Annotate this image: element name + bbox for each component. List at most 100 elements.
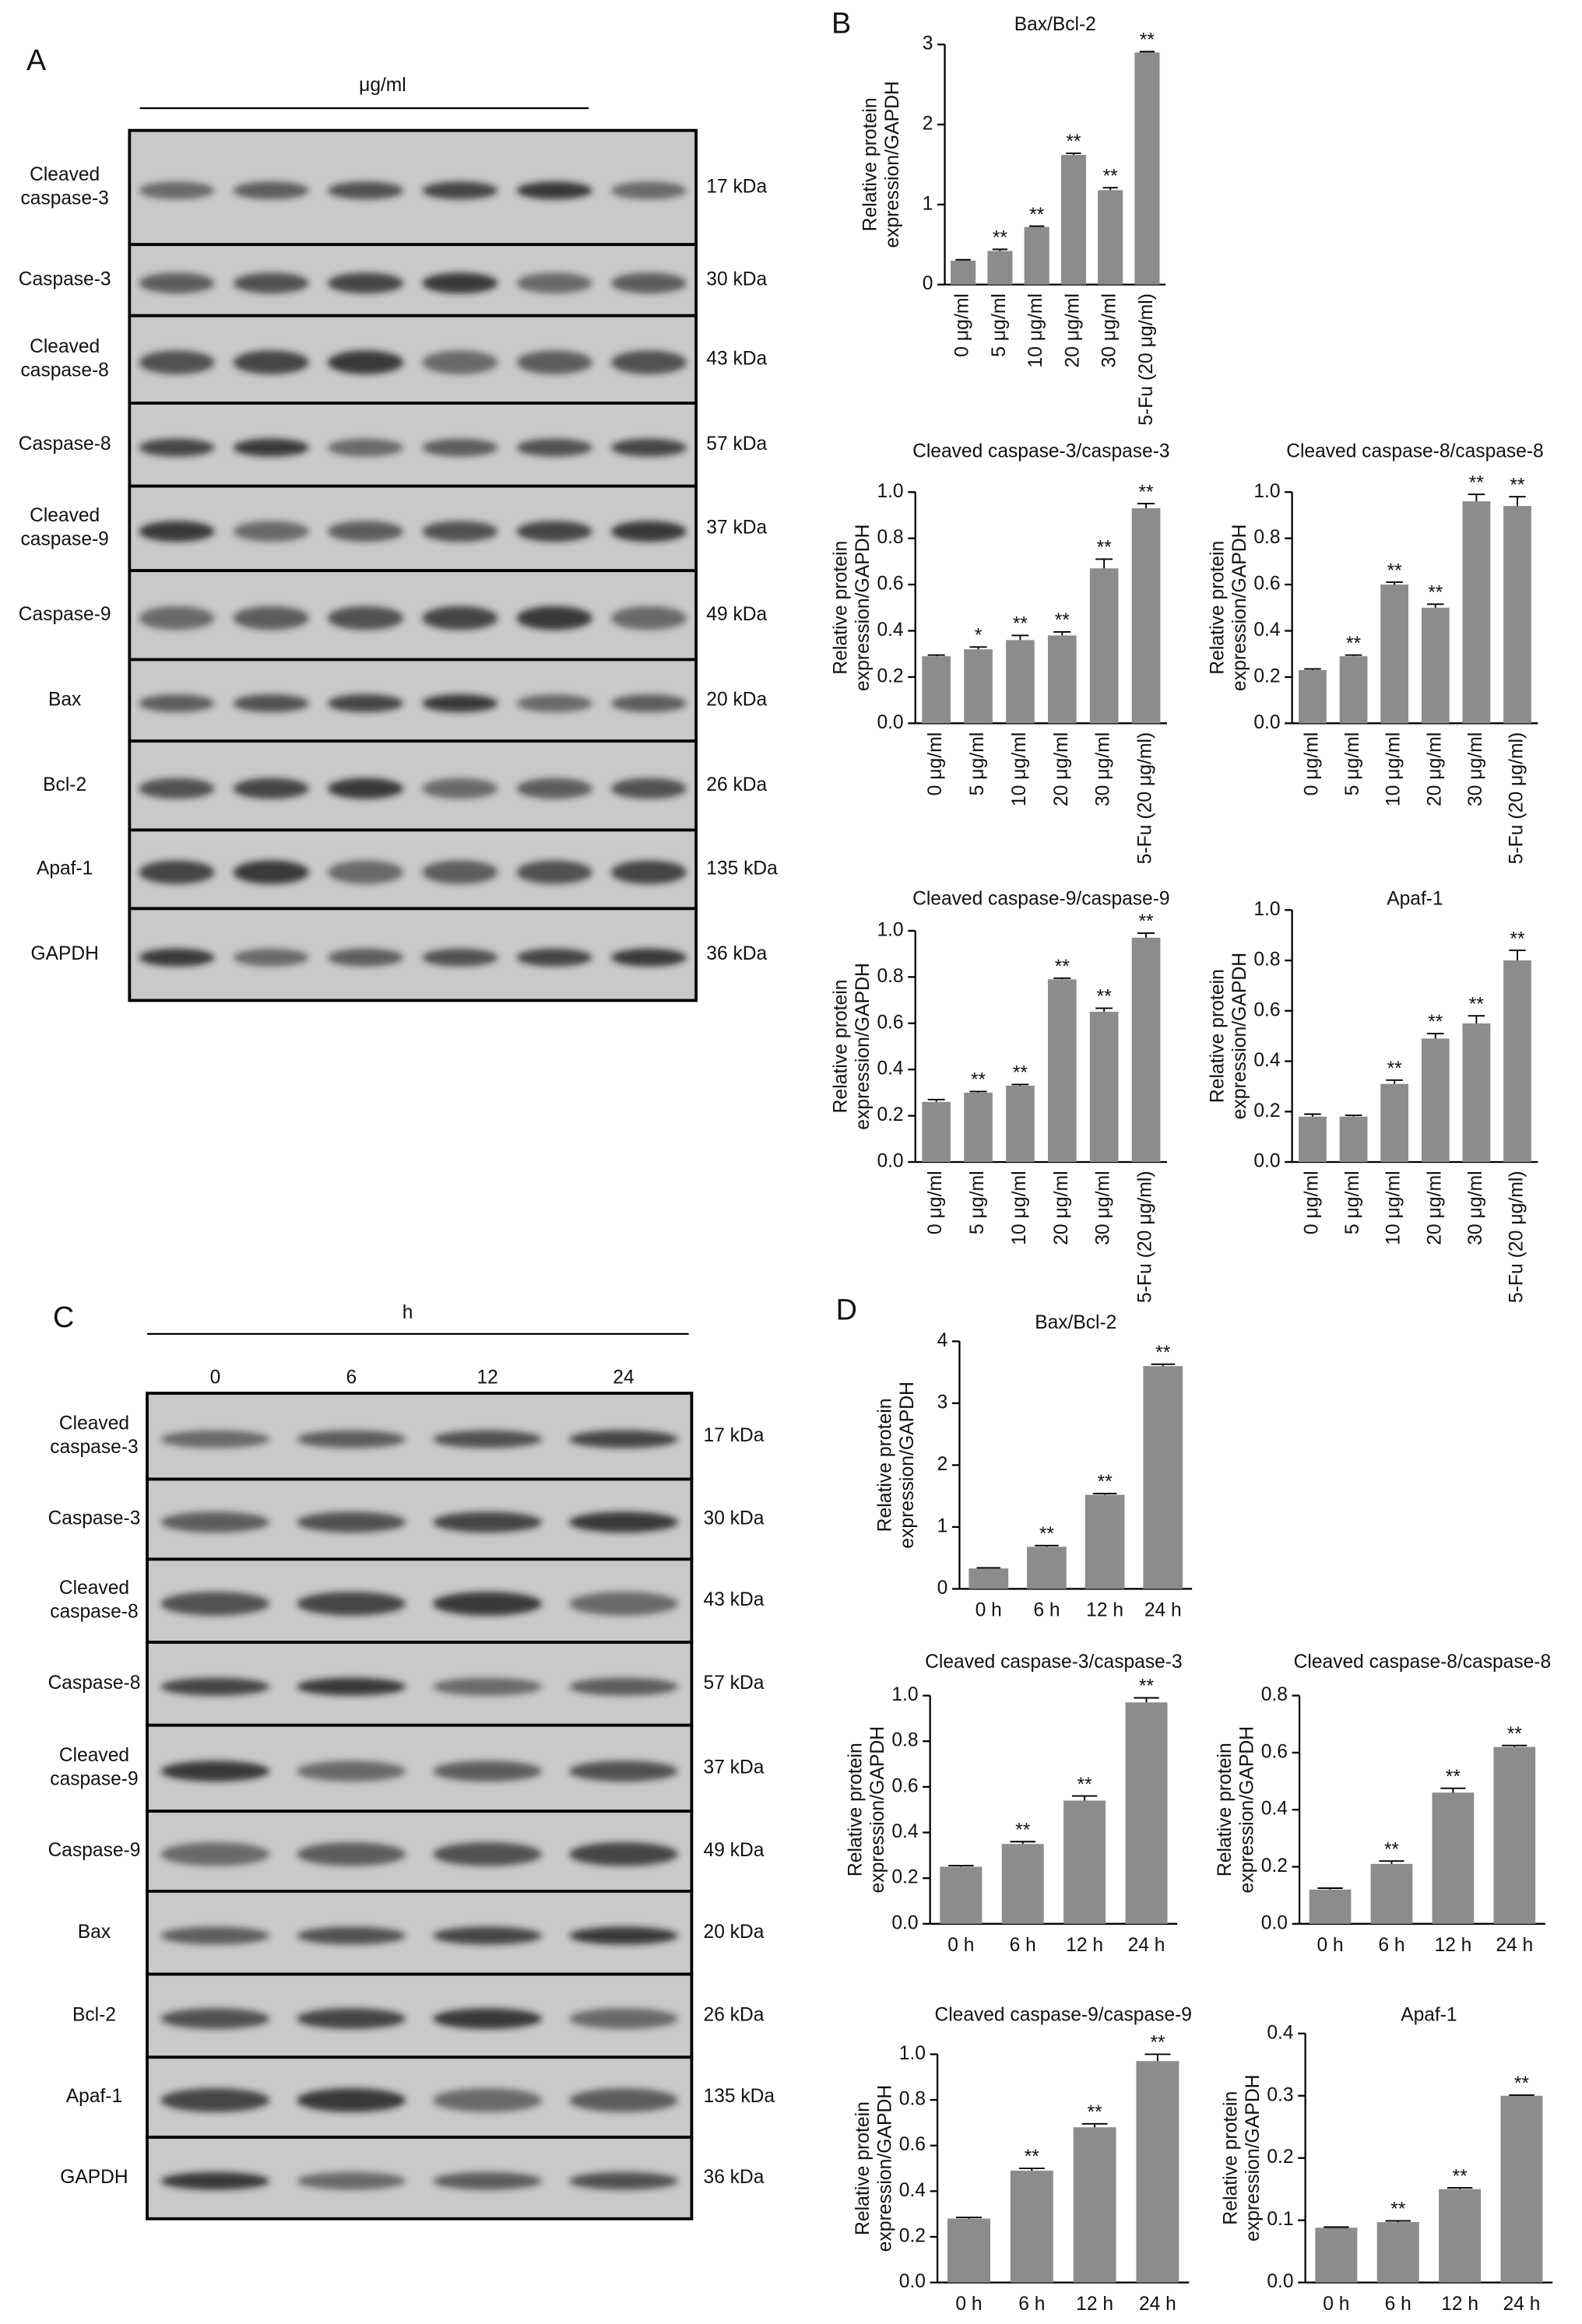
x-tick-label: 6 h xyxy=(1018,2294,1045,2315)
y-tick-label: 0.8 xyxy=(1253,949,1280,970)
y-tick-label: 0.6 xyxy=(877,574,903,595)
blot-band xyxy=(569,1761,678,1782)
x-tick-label: 0 h xyxy=(955,2294,982,2315)
x-tick-label: 12 h xyxy=(1434,1935,1471,1956)
x-tick-label: 0 μg/ml xyxy=(925,1171,946,1234)
x-tick-label: 5 μg/ml xyxy=(989,293,1010,357)
y-axis-label: expression/GAPDH xyxy=(897,1381,918,1549)
blot-band xyxy=(516,181,592,200)
error-bar xyxy=(1011,634,1029,641)
blot-strip xyxy=(128,128,698,247)
blot-band xyxy=(516,694,592,713)
protein-label: GAPDH xyxy=(30,943,98,964)
blot-band xyxy=(569,2008,678,2030)
y-tick-label: 1.0 xyxy=(891,1684,918,1705)
chart-title: Cleaved caspase-8/caspase-8 xyxy=(1286,441,1543,462)
bar xyxy=(1136,2061,1179,2283)
x-tick-label: 10 μg/ml xyxy=(1025,293,1046,367)
x-tick-label: 30 μg/ml xyxy=(1093,732,1114,806)
significance-label: ** xyxy=(1155,1343,1171,1364)
blot-band xyxy=(233,778,309,799)
band-size: 26 kDa xyxy=(704,2004,765,2025)
bar xyxy=(947,2218,990,2283)
protein-label: Bax xyxy=(78,1922,111,1943)
y-tick-label: 0.4 xyxy=(891,1821,918,1842)
error-bar xyxy=(1066,153,1081,156)
x-tick-label: 5-Fu (20 μg/ml) xyxy=(1135,732,1156,865)
blot-band xyxy=(516,350,592,374)
blot-band xyxy=(569,2088,678,2112)
blot-band xyxy=(160,1677,270,1696)
bar xyxy=(922,656,951,724)
blot-band xyxy=(569,1842,678,1866)
error-bar xyxy=(1304,668,1321,670)
significance-label: ** xyxy=(1055,957,1070,978)
error-bar xyxy=(1509,496,1526,507)
protein-label: Caspase-3 xyxy=(19,269,111,290)
y-tick-label: 0.0 xyxy=(1261,1912,1288,1933)
blot-band xyxy=(139,778,215,799)
y-tick-label: 0.2 xyxy=(1253,1101,1280,1122)
bar xyxy=(1500,2095,1543,2283)
y-tick-label: 0.2 xyxy=(1267,2147,1293,2168)
x-tick-label: 12 h xyxy=(1086,1599,1123,1620)
blot-band xyxy=(610,778,687,799)
y-axis-label: Relative protein xyxy=(831,979,852,1113)
y-axis-label: Relative protein xyxy=(874,1398,895,1532)
x-tick-label: 5-Fu (20 μg/ml) xyxy=(1135,1171,1156,1303)
band-size: 26 kDa xyxy=(706,774,767,795)
protein-label: Cleaved xyxy=(30,336,100,357)
y-tick-label: 0.4 xyxy=(1261,1799,1288,1820)
blot-band xyxy=(297,2008,406,2030)
blot-band xyxy=(328,438,404,457)
significance-label: ** xyxy=(1387,560,1403,581)
blot-band xyxy=(516,438,592,457)
significance-label: ** xyxy=(1384,1839,1400,1860)
blot-band xyxy=(610,860,687,884)
chart-title: Apaf-1 xyxy=(1387,888,1443,909)
y-tick-label: 0.6 xyxy=(877,1012,903,1033)
blot-unit: h xyxy=(403,1302,413,1323)
blot-band xyxy=(569,1926,678,1945)
blot-band xyxy=(139,694,215,713)
band-size: 43 kDa xyxy=(704,1589,765,1610)
significance-label: ** xyxy=(1013,614,1028,635)
blot-band xyxy=(433,1761,543,1782)
blot-band xyxy=(610,606,687,630)
protein-label: Cleaved xyxy=(30,164,100,185)
band-size: 30 kDa xyxy=(706,269,767,290)
bar xyxy=(964,649,993,724)
error-bar xyxy=(1379,1860,1404,1864)
y-axis-label: Relative protein xyxy=(1215,1743,1236,1876)
y-axis-label: Relative protein xyxy=(860,97,881,231)
significance-label: ** xyxy=(1428,1012,1443,1033)
y-tick-label: 1.0 xyxy=(899,2043,926,2064)
x-tick-label: 0 h xyxy=(976,1599,1002,1620)
significance-label: * xyxy=(975,625,983,646)
y-tick-label: 0.0 xyxy=(1267,2271,1293,2292)
band-size: 37 kDa xyxy=(704,1757,765,1778)
protein-label: GAPDH xyxy=(60,2167,128,2188)
bar xyxy=(1421,607,1450,724)
x-tick-label: 0 μg/ml xyxy=(952,293,973,357)
bar xyxy=(1047,979,1077,1162)
bar xyxy=(1131,937,1161,1162)
significance-label: ** xyxy=(993,228,1008,249)
bar xyxy=(1462,1023,1491,1162)
bar xyxy=(1073,2127,1116,2283)
x-tick-label: 10 μg/ml xyxy=(1383,732,1404,806)
bar xyxy=(1503,960,1531,1162)
error-bar xyxy=(1440,1787,1466,1793)
error-bar xyxy=(1095,1007,1113,1012)
blot-band xyxy=(610,438,687,457)
blot-band xyxy=(233,272,309,294)
significance-label: ** xyxy=(1138,911,1154,932)
x-tick-label: 24 h xyxy=(1144,1599,1182,1620)
y-tick-label: 0.2 xyxy=(877,665,903,686)
bar xyxy=(1309,1889,1352,1924)
blot-band xyxy=(516,860,592,884)
x-tick-label: 5 μg/ml xyxy=(967,732,988,796)
x-tick-label: 20 μg/ml xyxy=(1424,732,1445,806)
significance-label: ** xyxy=(1469,994,1485,1015)
bar xyxy=(1380,585,1409,724)
